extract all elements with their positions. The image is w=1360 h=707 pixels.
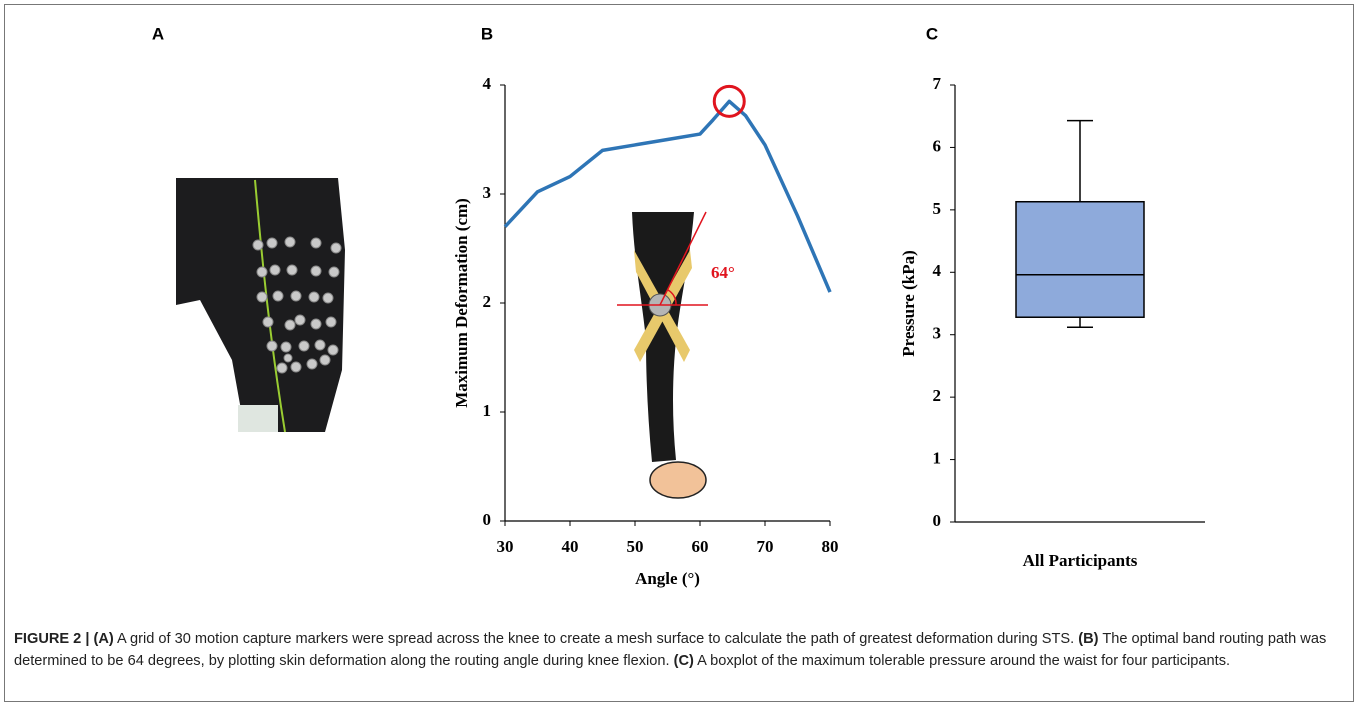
caption-text: (B): [1078, 631, 1099, 647]
y-tick-label: 0: [483, 510, 492, 529]
x-tick-label: 40: [562, 537, 579, 556]
caption-text: (C): [673, 653, 694, 669]
leg-illustration: [617, 211, 708, 499]
panel-label: C: [926, 24, 938, 43]
y-tick-label: 4: [933, 261, 942, 280]
y-tick-label: 7: [933, 74, 942, 93]
x-axis-label: Angle (°): [635, 569, 700, 588]
caption-text: FIGURE 2 | (A): [14, 631, 114, 647]
x-tick-label: 30: [497, 537, 514, 556]
data-line: [503, 99, 832, 293]
x-tick-label: 70: [757, 537, 774, 556]
caption-text: The optimal band routing path was determ…: [14, 631, 1331, 669]
y-tick-label: 1: [933, 448, 942, 467]
knee-photo: [176, 178, 345, 433]
caption-text: A boxplot of the maximum tolerable press…: [693, 653, 1231, 669]
y-tick-label: 6: [933, 136, 942, 155]
caption-text: A grid of 30 motion capture markers were…: [113, 631, 1079, 647]
panel-label: A: [152, 24, 164, 43]
y-tick-label: 0: [933, 511, 942, 530]
y-tick-label: 2: [933, 386, 942, 405]
x-tick-label: All Participants: [1023, 551, 1138, 570]
y-tick-label: 3: [933, 324, 942, 343]
y-axis-label: Pressure (kPa): [899, 250, 918, 357]
y-tick-label: 1: [483, 401, 492, 420]
box: [1015, 200, 1145, 318]
panel-label: B: [481, 24, 493, 43]
caption: FIGURE 2 | (A) A grid of 30 motion captu…: [14, 628, 1346, 672]
x-tick-label: 80: [822, 537, 839, 556]
peak-marker: [712, 84, 746, 118]
y-tick-label: 3: [483, 183, 492, 202]
y-tick-label: 2: [483, 292, 492, 311]
annotation: 64°: [711, 263, 735, 282]
y-tick-label: 5: [933, 199, 942, 218]
x-tick-label: 60: [692, 537, 709, 556]
x-tick-label: 50: [627, 537, 644, 556]
y-tick-label: 4: [483, 74, 492, 93]
y-axis-label: Maximum Deformation (cm): [452, 198, 471, 408]
figure-frame: [4, 4, 1354, 702]
